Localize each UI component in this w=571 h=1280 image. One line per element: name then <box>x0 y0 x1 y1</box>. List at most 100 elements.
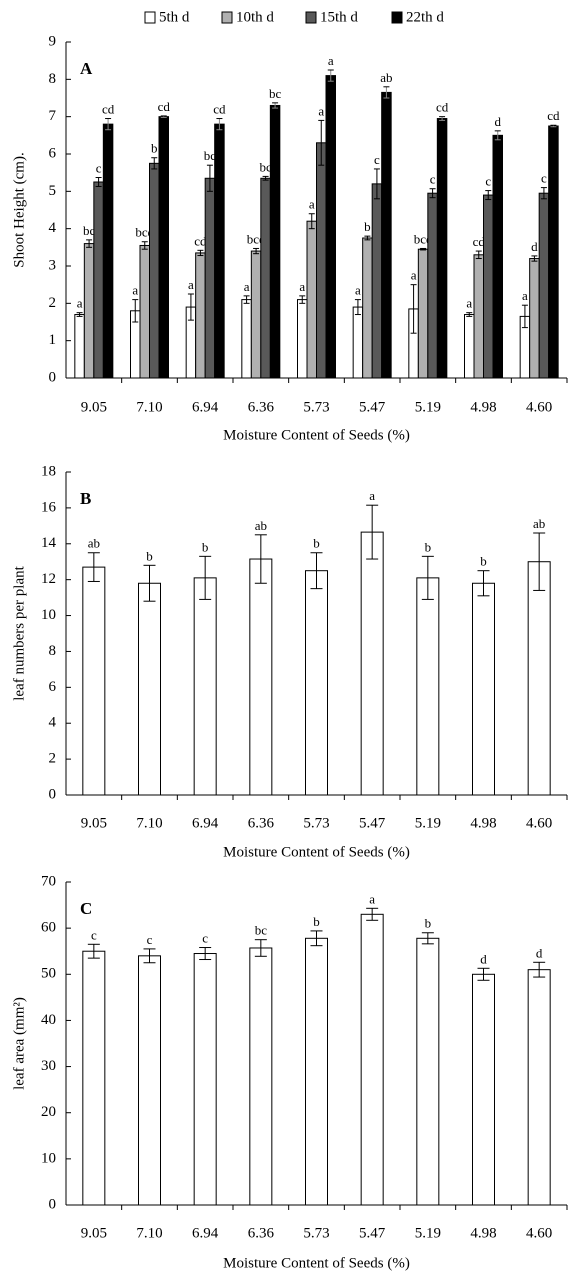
significance-letter: c <box>541 171 547 186</box>
x-tick-label: 4.60 <box>526 1225 552 1241</box>
y-tick-label: 2 <box>49 295 57 311</box>
x-tick-label: 4.60 <box>526 399 552 415</box>
x-tick-label: 5.19 <box>415 815 441 831</box>
significance-letter: a <box>411 268 417 283</box>
bar <box>472 582 495 796</box>
legend-label: 5th d <box>159 9 190 25</box>
bar <box>416 577 440 796</box>
bar <box>269 104 281 379</box>
bar <box>325 75 336 379</box>
significance-letter: cd <box>213 102 226 117</box>
bar <box>527 561 551 796</box>
significance-letter: b <box>313 536 320 551</box>
significance-letter: b <box>425 539 432 554</box>
significance-letter: bc <box>259 159 272 174</box>
y-tick-label: 50 <box>41 966 56 982</box>
legend-label: 10th d <box>236 9 274 25</box>
significance-letter: a <box>522 288 528 303</box>
bar <box>360 913 384 1206</box>
significance-letter: c <box>147 932 153 947</box>
x-tick-label: 6.36 <box>248 1225 275 1241</box>
legend-label: 15th d <box>320 9 358 25</box>
significance-letter: bc <box>83 223 96 238</box>
y-tick-label: 40 <box>41 1012 56 1028</box>
x-tick-label: 9.05 <box>81 399 107 415</box>
y-tick-label: 10 <box>41 1150 56 1166</box>
bar <box>436 118 448 379</box>
significance-letter: c <box>202 931 208 946</box>
bar <box>416 937 440 1206</box>
bar <box>249 947 273 1206</box>
panel-label: C <box>80 899 92 918</box>
bar <box>381 91 392 379</box>
y-tick-label: 7 <box>49 108 57 124</box>
y-tick-label: 12 <box>41 571 56 587</box>
y-tick-label: 6 <box>49 145 57 161</box>
significance-letter: b <box>364 219 371 234</box>
bar <box>139 244 150 379</box>
significance-letter: c <box>91 927 97 942</box>
significance-letter: a <box>466 296 472 311</box>
bar <box>548 125 559 379</box>
bar <box>249 558 273 796</box>
panel-label: A <box>80 59 93 78</box>
significance-letter: c <box>430 172 436 187</box>
bar <box>204 177 216 379</box>
significance-letter: d <box>480 951 487 966</box>
x-tick-label: 5.47 <box>359 815 386 831</box>
x-tick-label: 6.94 <box>192 1225 219 1241</box>
bar <box>538 192 550 379</box>
y-axis-title: leaf area (mm²) <box>11 997 27 1090</box>
x-tick-label: 4.98 <box>470 399 496 415</box>
bar <box>138 582 161 796</box>
y-tick-label: 0 <box>49 369 57 385</box>
y-tick-label: 1 <box>49 332 57 348</box>
significance-letter: ab <box>380 70 392 85</box>
y-tick-label: 9 <box>49 33 57 49</box>
x-tick-label: 7.10 <box>136 815 162 831</box>
x-axis-title: Moisture Content of Seeds (%) <box>223 844 410 860</box>
significance-letter: a <box>318 103 324 118</box>
y-tick-label: 3 <box>49 257 57 273</box>
significance-letter: cd <box>436 100 449 115</box>
bar <box>138 955 161 1206</box>
significance-letter: c <box>485 174 491 189</box>
x-axis-title: Moisture Content of Seeds (%) <box>223 427 410 443</box>
bar <box>417 248 429 379</box>
x-tick-label: 9.05 <box>81 1225 107 1241</box>
significance-letter: b <box>425 916 432 931</box>
significance-letter: cd <box>473 234 486 249</box>
y-tick-label: 4 <box>49 715 57 731</box>
panel-label: B <box>80 489 91 508</box>
y-tick-label: 10 <box>41 607 56 623</box>
bar <box>472 973 495 1206</box>
x-tick-label: 5.19 <box>415 399 441 415</box>
y-tick-label: 8 <box>49 643 57 659</box>
bar <box>193 577 217 796</box>
significance-letter: ab <box>88 536 100 551</box>
bar <box>527 969 551 1206</box>
legend-swatch <box>221 11 233 24</box>
bar <box>492 134 503 379</box>
bar <box>241 299 252 379</box>
bar <box>93 181 104 379</box>
bar <box>250 250 262 379</box>
y-tick-label: 20 <box>41 1104 56 1120</box>
significance-letter: bc <box>204 148 217 163</box>
bar <box>306 220 317 379</box>
bar <box>193 953 217 1206</box>
y-tick-label: 70 <box>41 873 56 889</box>
bar <box>149 162 160 379</box>
bar <box>483 194 494 379</box>
x-tick-label: 6.36 <box>248 815 275 831</box>
bar <box>260 177 271 379</box>
significance-letter: c <box>96 161 102 176</box>
bar <box>102 123 114 379</box>
significance-letter: ab <box>533 516 545 531</box>
significance-letter: bc <box>269 86 282 101</box>
significance-letter: a <box>188 277 194 292</box>
significance-letter: a <box>369 488 375 503</box>
significance-letter: b <box>146 548 153 563</box>
significance-letter: bc <box>255 923 268 938</box>
